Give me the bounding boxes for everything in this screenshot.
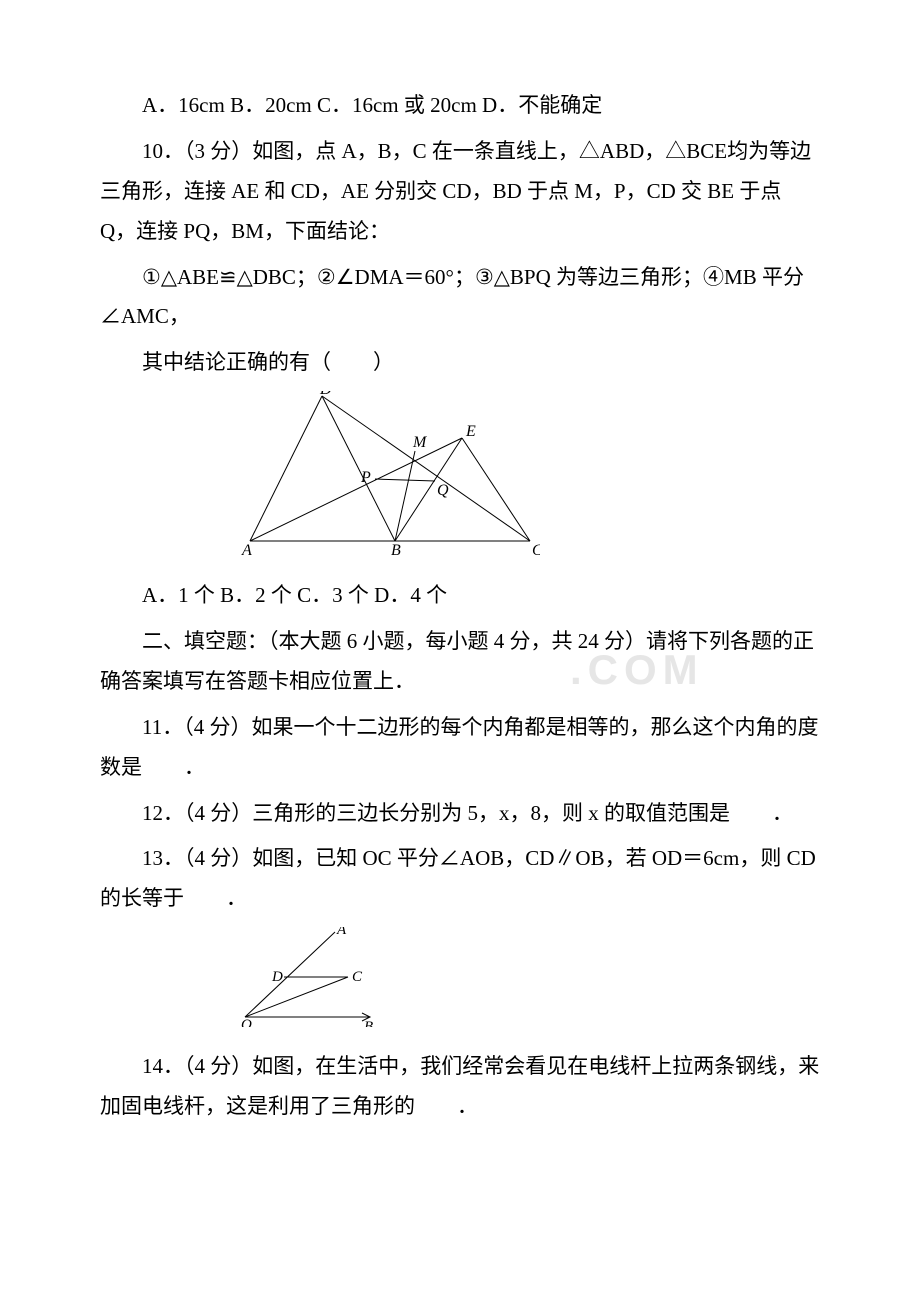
svg-text:B: B	[391, 542, 401, 556]
q14-text: 14．（4 分）如图，在生活中，我们经常会看见在电线杆上拉两条钢线，来加固电线杆…	[100, 1047, 820, 1127]
svg-text:E: E	[465, 423, 476, 440]
q10-options: A．1 个 B．2 个 C．3 个 D．4 个	[100, 576, 820, 616]
q11-text: 11．（4 分）如果一个十二边形的每个内角都是相等的，那么这个内角的度数是 ．	[100, 708, 820, 788]
section2-title: 二、填空题：（本大题 6 小题，每小题 4 分，共 24 分）请将下列各题的正确…	[100, 622, 820, 702]
q10-figure: A B C D E M P Q	[240, 391, 820, 570]
svg-text:C: C	[532, 542, 540, 556]
q13-figure: O B A D C	[240, 927, 820, 1041]
q13-figure-svg: O B A D C	[240, 927, 385, 1027]
svg-text:O: O	[241, 1017, 252, 1027]
svg-text:D: D	[319, 391, 332, 398]
q12-text: 12．（4 分）三角形的三边长分别为 5，x，8，则 x 的取值范围是 ．	[100, 794, 820, 834]
svg-text:A: A	[336, 927, 347, 938]
q9-options: A．16cm B．20cm C．16cm 或 20cm D．不能确定	[100, 86, 820, 126]
svg-text:A: A	[241, 542, 252, 556]
svg-text:M: M	[412, 434, 428, 451]
q10-figure-svg: A B C D E M P Q	[240, 391, 540, 556]
svg-text:D: D	[271, 969, 283, 985]
svg-text:P: P	[360, 469, 371, 486]
q10-stem-2: ①△ABE≌△DBC；②∠DMA＝60°；③△BPQ 为等边三角形；④MB 平分…	[100, 258, 820, 338]
svg-text:C: C	[352, 969, 363, 985]
svg-text:B: B	[364, 1019, 373, 1027]
q10-stem-1: 10．（3 分）如图，点 A，B，C 在一条直线上，△ABD，△BCE均为等边三…	[100, 132, 820, 252]
svg-text:Q: Q	[437, 482, 449, 499]
q13-text: 13．（4 分）如图，已知 OC 平分∠AOB，CD∥OB，若 OD＝6cm，则…	[100, 839, 820, 919]
q10-stem-3: 其中结论正确的有（ ）	[100, 343, 820, 383]
